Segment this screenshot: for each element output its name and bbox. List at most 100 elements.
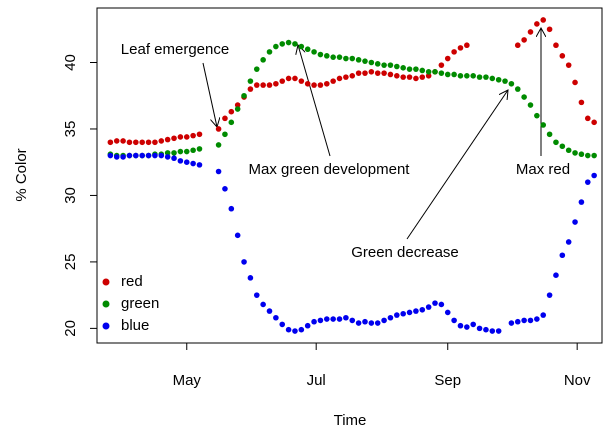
point [394,63,400,70]
point [177,134,184,140]
point [330,316,336,322]
point [177,158,184,164]
point [330,78,336,84]
point [368,69,375,75]
point [572,150,578,156]
point [374,61,381,67]
point [228,108,235,115]
point [183,159,190,166]
point [470,321,477,328]
legend-label: red [121,273,143,290]
y-axis-label: % Color [13,148,30,201]
point [215,142,222,148]
point [349,72,356,79]
point [508,320,515,326]
point [120,154,126,160]
legend-marker [102,300,110,308]
point [260,57,266,63]
point [546,292,553,298]
point [253,66,260,72]
point [253,82,260,88]
point [425,69,432,75]
y-tick-label: 20 [62,320,79,337]
point [349,55,356,62]
point [534,21,540,27]
point [362,58,368,64]
point [139,152,145,159]
point [400,65,406,71]
point [285,75,292,82]
point [343,74,349,80]
point [126,152,133,159]
point [438,62,445,68]
x-axis-label: Time [334,412,367,429]
point [483,74,489,80]
point [107,139,114,146]
point [196,162,203,168]
point [444,71,451,78]
point [413,75,419,82]
point [152,152,158,159]
point [565,239,572,245]
point [247,86,254,92]
point [559,252,566,259]
point [126,139,133,146]
point [476,74,483,80]
point [559,143,566,150]
point [107,152,114,159]
point [406,66,413,72]
point [164,136,171,143]
point [591,152,597,159]
point [285,326,292,333]
point [215,168,222,175]
point [273,43,279,50]
point [540,312,547,318]
point [444,309,451,316]
point [177,148,184,155]
point [139,139,145,146]
point [241,259,247,265]
point [273,314,279,321]
point [362,318,368,325]
point [292,75,298,82]
point [292,41,298,47]
point [298,326,305,333]
point [400,310,406,317]
point [298,43,305,50]
point [572,219,578,225]
point [241,92,247,99]
point [336,54,343,60]
point [336,316,343,322]
point [368,59,375,66]
point [190,160,196,167]
point [578,99,585,106]
point [470,72,477,79]
point [565,147,572,154]
y-tick-label: 25 [62,254,79,271]
point [164,154,171,160]
point [489,75,496,82]
point [514,42,521,49]
point [527,317,534,324]
point [381,70,387,76]
point [171,150,177,156]
point [311,49,317,55]
point [489,328,496,334]
point [406,74,413,80]
point [311,82,317,88]
point [145,139,152,146]
point [355,57,362,63]
point [304,80,311,87]
point [292,328,298,334]
point [183,134,190,140]
point [546,131,553,138]
point [343,314,349,321]
point [451,317,457,324]
point [260,301,266,308]
point [171,155,177,162]
point [183,148,190,155]
point [451,49,457,55]
point [521,94,527,100]
legend-marker [102,322,110,330]
point [591,172,597,179]
